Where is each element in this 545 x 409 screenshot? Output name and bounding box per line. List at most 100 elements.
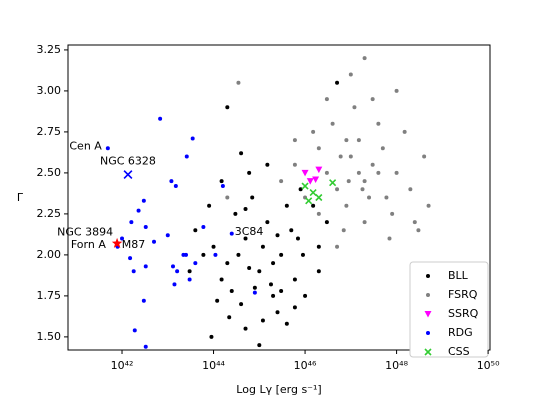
marker-dot	[356, 170, 361, 175]
marker-dot	[324, 220, 329, 225]
marker-dot	[352, 105, 357, 110]
marker-dot	[187, 277, 192, 282]
marker-dot	[105, 146, 110, 151]
marker-dot	[271, 293, 276, 298]
marker-dot	[295, 236, 300, 241]
annotation: NGC 6328	[100, 155, 156, 168]
marker-dot	[324, 97, 329, 102]
marker-dot	[219, 179, 224, 184]
marker-dot	[229, 288, 234, 293]
marker-x	[424, 348, 432, 356]
annotation: Forn A	[71, 238, 106, 251]
y-tick-label: 1.50	[37, 330, 62, 343]
marker-dot	[394, 88, 399, 93]
marker-dot	[260, 318, 265, 323]
marker-dot	[243, 236, 248, 241]
marker-dot	[292, 277, 297, 282]
marker-dot	[316, 244, 321, 249]
marker-dot	[239, 302, 244, 307]
marker-dot	[426, 293, 430, 297]
marker-dot	[229, 231, 234, 236]
marker-dot	[193, 228, 198, 233]
marker-dot	[275, 233, 280, 238]
marker-x	[301, 182, 309, 190]
y-tick-label: 2.75	[37, 125, 62, 138]
marker-dot	[247, 266, 252, 271]
marker-dot	[213, 252, 218, 257]
marker-dot	[394, 170, 399, 175]
marker-dot	[143, 344, 148, 349]
marker-dot	[227, 315, 232, 320]
x-tick-label: 10⁴²	[111, 359, 134, 372]
marker-dot	[250, 195, 255, 200]
marker-dot	[335, 244, 340, 249]
marker-dot	[384, 195, 389, 200]
y-axis-label: Γ	[17, 191, 24, 204]
marker-dot	[360, 187, 365, 192]
x-axis-label: Log Lγ [erg s⁻¹]	[236, 383, 321, 396]
y-tick-label: 2.50	[37, 166, 62, 179]
marker-dot	[316, 211, 321, 216]
marker-dot	[193, 261, 198, 266]
marker-dot	[408, 187, 413, 192]
marker-dot	[284, 203, 289, 208]
marker-triangle	[424, 311, 432, 318]
marker-dot	[376, 121, 381, 126]
marker-dot	[215, 298, 220, 303]
marker-dot	[316, 146, 321, 151]
marker-dot	[190, 136, 195, 141]
marker-triangle	[306, 178, 314, 185]
y-tick-label: 2.00	[37, 248, 62, 261]
marker-dot	[236, 80, 241, 85]
marker-dot	[367, 195, 372, 200]
marker-dot	[236, 252, 241, 257]
marker-star	[111, 237, 123, 248]
marker-dot	[252, 285, 257, 290]
x-tick-label: 10⁵⁰	[477, 359, 500, 372]
y-tick-label: 2.25	[37, 207, 62, 220]
marker-dot	[387, 236, 392, 241]
marker-dot	[380, 146, 385, 151]
marker-dot	[129, 220, 134, 225]
points	[105, 56, 431, 349]
x-tick-label: 10⁴⁴	[202, 359, 225, 372]
marker-dot	[165, 233, 170, 238]
marker-dot	[169, 179, 174, 184]
annotation: 3C84	[235, 225, 264, 238]
marker-triangle	[315, 166, 323, 174]
marker-dot	[172, 282, 177, 287]
marker-dot	[257, 343, 262, 348]
marker-dot	[209, 334, 214, 339]
marker-dot	[233, 211, 238, 216]
plot-frame	[67, 44, 491, 351]
marker-dot	[279, 288, 284, 293]
marker-dot	[341, 228, 346, 233]
marker-dot	[239, 151, 244, 156]
marker-dot	[252, 290, 257, 295]
legend-label: RDG	[448, 326, 473, 339]
marker-x	[315, 193, 323, 202]
marker-dot	[292, 305, 297, 310]
marker-dot	[335, 187, 340, 192]
marker-dot	[201, 252, 206, 257]
x-tick-label: 10⁴⁸	[385, 359, 408, 372]
marker-dot	[225, 195, 230, 200]
marker-dot	[120, 236, 125, 241]
marker-triangle	[312, 176, 320, 183]
marker-dot	[271, 261, 276, 266]
annotation: NGC 3894	[57, 225, 113, 238]
marker-dot	[284, 321, 289, 326]
marker-dot	[143, 264, 148, 269]
marker-dot	[265, 220, 270, 225]
marker-dot	[330, 121, 335, 126]
marker-dot	[143, 225, 148, 230]
marker-dot	[257, 269, 262, 274]
marker-dot	[412, 220, 417, 225]
marker-dot	[348, 72, 353, 77]
marker-dot	[344, 138, 349, 143]
marker-dot	[128, 256, 133, 261]
marker-dot	[220, 184, 225, 189]
marker-dot	[207, 203, 212, 208]
legend-label: FSRQ	[448, 288, 478, 301]
marker-dot	[268, 282, 273, 287]
